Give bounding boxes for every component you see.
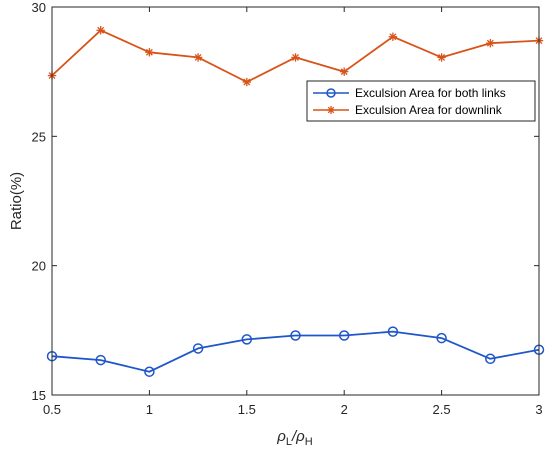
series-line [51, 330, 540, 373]
y-tick-label: 30 [32, 0, 46, 15]
legend-label-both-links: Exculsion Area for both links [355, 86, 506, 100]
data-point [192, 343, 204, 354]
x-tick-label: 1.5 [238, 402, 256, 417]
series-0 [46, 326, 545, 377]
data-point [436, 332, 447, 344]
x-tick-label: 2 [341, 402, 348, 417]
data-point [241, 334, 253, 345]
legend-marker-both-links [326, 88, 336, 98]
data-point [242, 77, 251, 87]
data-point [290, 330, 301, 341]
plot-frame [51, 6, 540, 396]
data-point [96, 26, 105, 35]
x-tick-label: 2.5 [433, 402, 451, 417]
data-point [291, 53, 300, 62]
x-tick-label: 0.5 [43, 402, 61, 417]
x-axis-ticks: 0.5 1 1.5 2 2.5 3 [43, 7, 543, 417]
data-point [486, 39, 495, 48]
data-point [437, 53, 446, 62]
y-tick-label: 20 [32, 259, 46, 274]
y-axis-title: Ratio(%) [8, 172, 25, 230]
plot-area [52, 7, 539, 395]
legend-box [306, 80, 536, 122]
x-axis-title: ρL/ρH [276, 428, 312, 448]
legend-label-downlink: Exculsion Area for downlink [355, 103, 503, 117]
data-point [144, 366, 155, 377]
data-point [95, 354, 106, 366]
data-point [485, 353, 496, 365]
data-point [388, 32, 398, 41]
x-tick-label: 3 [535, 402, 542, 417]
y-tick-label: 25 [32, 129, 46, 144]
x-tick-label: 1 [146, 402, 153, 417]
data-point [387, 326, 399, 337]
legend: Exculsion Area for both links Exculsion … [306, 80, 536, 122]
y-tick-label: 15 [32, 388, 46, 403]
data-point [145, 48, 154, 57]
y-axis-ticks: 15 20 25 30 [32, 0, 539, 403]
legend-marker-downlink [327, 106, 335, 114]
data-point [193, 53, 203, 62]
data-point [340, 67, 349, 76]
data-point [338, 330, 350, 341]
